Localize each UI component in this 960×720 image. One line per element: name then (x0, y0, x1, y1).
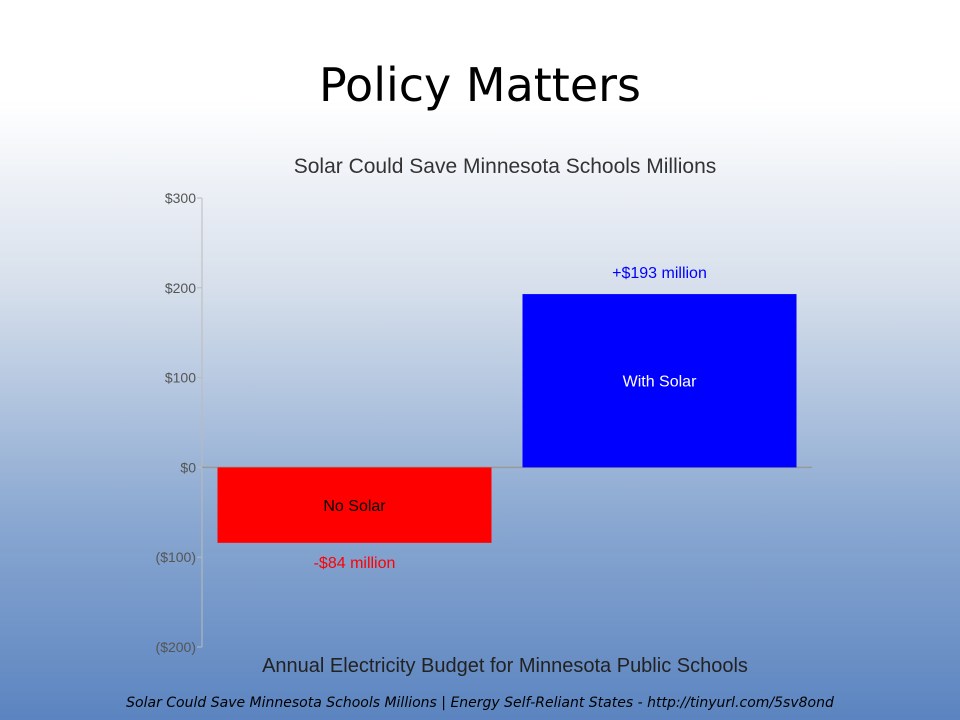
x-axis-label: Annual Electricity Budget for Minnesota … (262, 655, 748, 677)
bar-labels: No Solar -$84 million With Solar +$193 mill… (314, 265, 707, 572)
y-tick-label: ($200) (156, 639, 196, 655)
bar-category-label: With Solar (623, 374, 697, 391)
slide-title: Policy Matters (318, 58, 642, 112)
y-tick-label: $100 (165, 370, 196, 386)
bar-no-solar (217, 467, 492, 543)
bar-chart: Solar Could Save Minnesota Schools Milli… (156, 155, 812, 677)
chart-title: Solar Could Save Minnesota Schools Milli… (294, 155, 717, 178)
bar-with-solar (522, 294, 797, 468)
y-tick-label: $300 (165, 190, 196, 206)
bar-value-label: -$84 million (314, 555, 396, 572)
y-tick-label: $200 (165, 280, 196, 296)
bar-category-label: No Solar (323, 498, 386, 515)
footer-caption: Solar Could Save Minnesota Schools Milli… (126, 695, 834, 711)
bars (217, 294, 797, 543)
y-tick-label: ($100) (156, 549, 196, 565)
bar-value-label: +$193 million (612, 265, 707, 282)
y-tick-label: $0 (180, 459, 196, 475)
